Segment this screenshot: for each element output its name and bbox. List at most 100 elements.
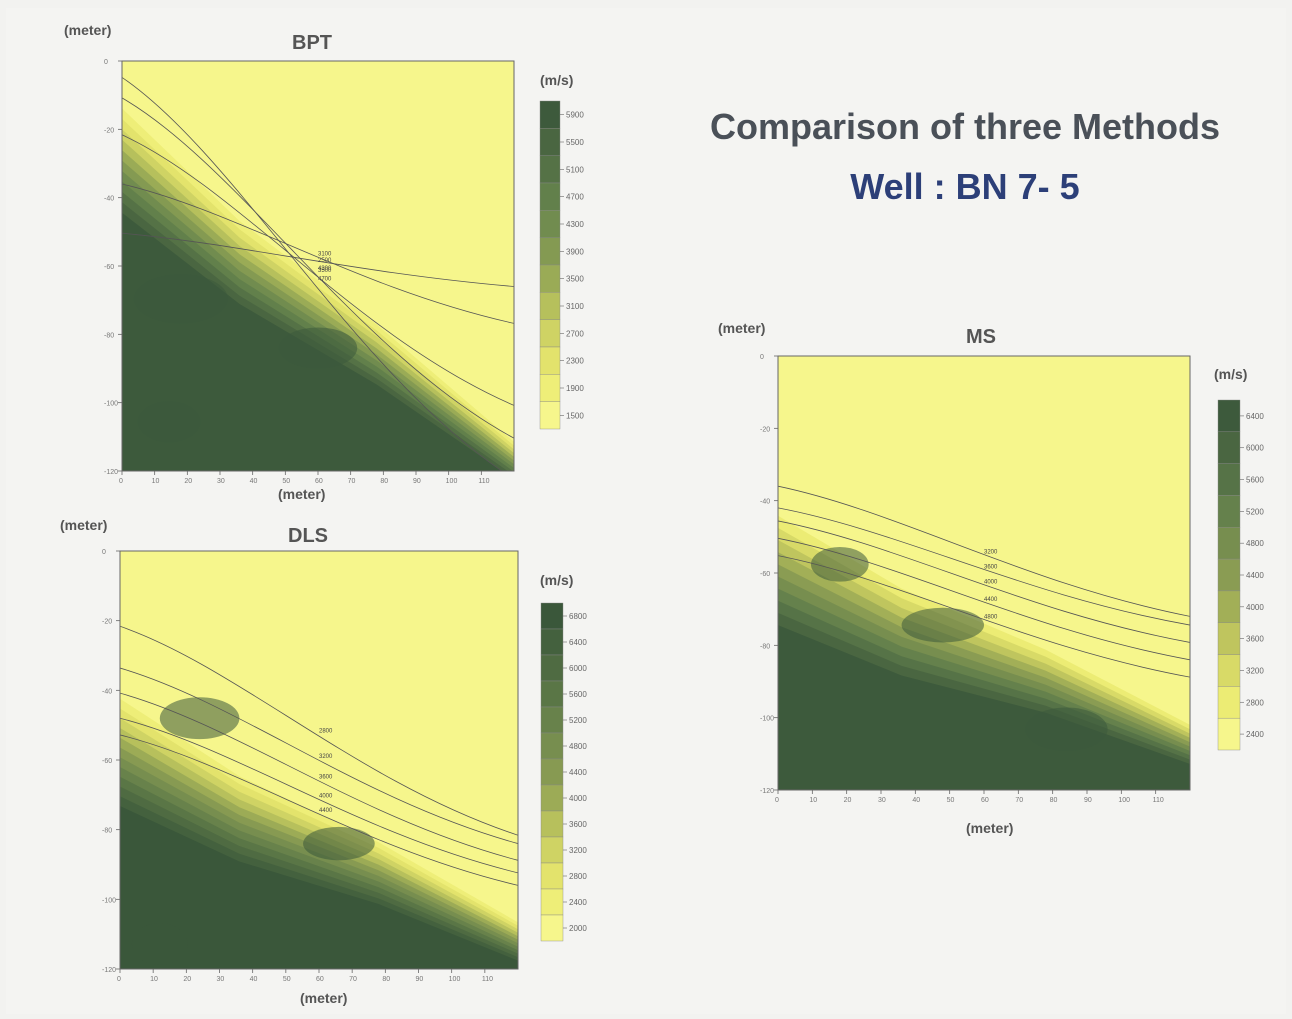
contour-line <box>120 734 518 886</box>
colorbar-swatch <box>539 374 561 402</box>
x-tick-label: 20 <box>183 976 191 983</box>
colorbar-swatch <box>540 784 564 812</box>
colorbar-label: 3200 <box>1246 666 1264 675</box>
colorbar-swatch <box>540 732 564 760</box>
y-tick-label: -60 <box>102 758 112 765</box>
contour-line <box>778 555 1190 678</box>
x-tick-label: 10 <box>152 478 160 485</box>
x-tick-label: 110 <box>482 976 493 983</box>
bpt-xlabel: (meter) <box>278 486 326 502</box>
velocity-blob <box>810 546 869 582</box>
colorbar-label: 4800 <box>569 742 587 751</box>
colorbar-swatch <box>539 346 561 375</box>
colorbar-label: 3200 <box>569 846 587 855</box>
colorbar-swatch <box>539 237 561 266</box>
colorbar-swatch <box>540 628 564 656</box>
colorbar-label: 6400 <box>569 638 587 647</box>
colorbar-swatch <box>540 680 564 708</box>
colorbar-label: 5500 <box>566 138 584 147</box>
y-tick-label: -120 <box>104 469 118 476</box>
y-tick-label: -60 <box>104 264 114 271</box>
contour-label: 3600 <box>319 775 333 781</box>
colorbar-label: 3900 <box>566 247 584 256</box>
x-tick-label: 20 <box>844 797 852 804</box>
colorbar-swatch <box>1217 558 1241 592</box>
x-tick-label: 90 <box>413 478 421 485</box>
colorbar-label: 4400 <box>569 768 587 777</box>
colorbar-label: 4400 <box>1246 571 1264 580</box>
x-tick-label: 70 <box>1015 797 1023 804</box>
contour-line <box>122 232 514 287</box>
contour-label: 3500 <box>318 268 332 274</box>
y-tick-label: -20 <box>760 426 770 433</box>
x-tick-label: 0 <box>117 976 121 983</box>
velocity-blob <box>278 327 358 369</box>
contour-line <box>122 77 503 471</box>
contour-line <box>120 692 518 861</box>
colorbar-label: 4700 <box>566 193 584 202</box>
x-tick-label: 80 <box>1050 797 1058 804</box>
x-tick-label: 30 <box>217 478 225 485</box>
x-tick-label: 40 <box>912 797 920 804</box>
contour-label: 4700 <box>318 276 332 282</box>
contour-line <box>122 183 514 324</box>
velocity-blob <box>137 401 201 443</box>
velocity-blob <box>133 274 228 324</box>
colorbar-swatch <box>540 914 564 942</box>
colorbar-label: 2700 <box>566 329 584 338</box>
y-tick-label: -40 <box>104 196 114 203</box>
x-tick-label: 110 <box>478 478 489 485</box>
colorbar-swatch <box>540 602 564 630</box>
ms-xlabel: (meter) <box>966 820 1014 836</box>
colorbar-swatch <box>539 292 561 320</box>
colorbar-swatch <box>1217 495 1241 528</box>
x-tick-label: 60 <box>981 797 989 804</box>
colorbar-swatch <box>539 155 561 184</box>
colorbar-label: 5900 <box>566 111 584 120</box>
contour-line <box>120 667 518 844</box>
colorbar-label: 2400 <box>569 898 587 907</box>
x-tick-label: 90 <box>416 976 424 983</box>
ms-ylabel: (meter) <box>718 320 766 336</box>
ms-plot: 3200 3600 4000 4400 4800 0 10 20 30 40 50 60 70 80 90 1… <box>760 354 1264 804</box>
y-tick-label: -120 <box>102 967 116 974</box>
bpt-title: BPT <box>292 32 332 54</box>
colorbar-label: 5100 <box>566 165 584 174</box>
x-tick-label: 20 <box>184 478 192 485</box>
contour-label: 4300 <box>318 266 332 272</box>
dls-xlabel: (meter) <box>300 990 348 1006</box>
x-tick-label: 60 <box>316 976 324 983</box>
colorbar-swatch <box>539 264 561 293</box>
x-tick-label: 90 <box>1084 797 1092 804</box>
contour-label: 2500 <box>318 258 332 264</box>
velocity-blob <box>159 697 240 740</box>
contour-line <box>120 625 518 836</box>
colorbar-swatch <box>1217 590 1241 623</box>
x-tick-label: 10 <box>150 976 158 983</box>
contour-label: 4400 <box>319 808 333 814</box>
colorbar-swatch <box>1217 527 1241 560</box>
x-tick-label: 100 <box>1118 797 1130 804</box>
contour-line <box>778 507 1190 626</box>
colorbar-swatch <box>1217 654 1241 687</box>
contour-label: 3200 <box>319 754 333 760</box>
bpt-ylabel: (meter) <box>64 22 112 38</box>
velocity-blob <box>1025 707 1108 751</box>
colorbar-label: 2400 <box>1246 730 1264 739</box>
x-tick-label: 10 <box>809 797 817 804</box>
velocity-blob <box>901 607 984 643</box>
y-tick-label: -80 <box>102 828 112 835</box>
contour-line <box>122 134 514 406</box>
y-tick-label: -20 <box>102 619 112 626</box>
colorbar-swatch <box>1217 717 1241 751</box>
colorbar-swatch <box>540 888 564 916</box>
colorbar-label: 4800 <box>1246 539 1264 548</box>
colorbar-swatch <box>539 128 561 156</box>
y-tick-label: -40 <box>102 688 112 695</box>
bpt-colorbar-unit: (m/s) <box>540 72 574 88</box>
x-tick-label: 40 <box>250 976 258 983</box>
x-tick-label: 0 <box>119 478 123 485</box>
colorbar-swatch <box>540 654 564 682</box>
contour-line <box>778 520 1190 643</box>
